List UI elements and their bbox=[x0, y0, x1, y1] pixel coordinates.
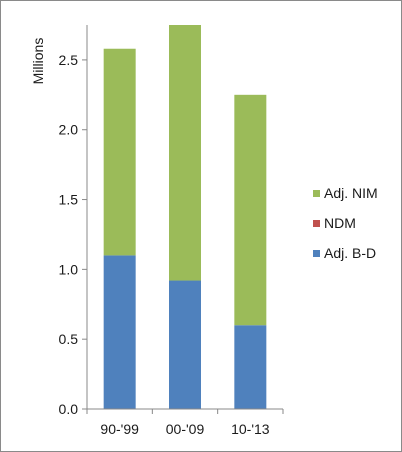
y-tick-label: 0.0 bbox=[59, 401, 79, 417]
y-tick-label: 1.0 bbox=[59, 261, 79, 277]
legend-swatch bbox=[313, 220, 320, 227]
legend-swatch bbox=[313, 190, 320, 197]
x-tick-label: 00-'09 bbox=[166, 421, 205, 437]
x-axis-ticks: 90-'99 00-'09 10-'13 bbox=[86, 409, 284, 437]
bars bbox=[103, 25, 267, 409]
bar-adj-b-d-2 bbox=[234, 325, 267, 409]
legend-label: Adj. B-D bbox=[324, 245, 376, 261]
legend-label: Adj. NIM bbox=[324, 185, 378, 201]
legend-label: NDM bbox=[324, 215, 356, 231]
bar-adj-nim-2 bbox=[234, 94, 267, 326]
y-axis-title-group: Millions bbox=[30, 38, 46, 85]
x-tick-label: 10-'13 bbox=[231, 421, 270, 437]
y-tick-label: 2.5 bbox=[59, 52, 79, 68]
bar-adj-b-d-0 bbox=[103, 255, 136, 409]
y-tick-label: 1.5 bbox=[59, 192, 79, 208]
bar-adj-b-d-1 bbox=[169, 280, 201, 409]
legend-swatch bbox=[313, 250, 320, 257]
y-axis-ticks: 0.0 0.5 1.0 1.5 2.0 2.5 bbox=[59, 52, 87, 417]
axes bbox=[86, 25, 283, 410]
legend: Adj. NIM NDM Adj. B-D bbox=[313, 185, 378, 261]
y-axis-title: Millions bbox=[30, 38, 46, 85]
bar-adj-nim-1 bbox=[169, 25, 201, 281]
y-tick-label: 0.5 bbox=[59, 331, 79, 347]
x-tick-label: 90-'99 bbox=[100, 421, 139, 437]
bar-adj-nim-0 bbox=[103, 48, 136, 256]
y-tick-label: 2.0 bbox=[59, 122, 79, 138]
